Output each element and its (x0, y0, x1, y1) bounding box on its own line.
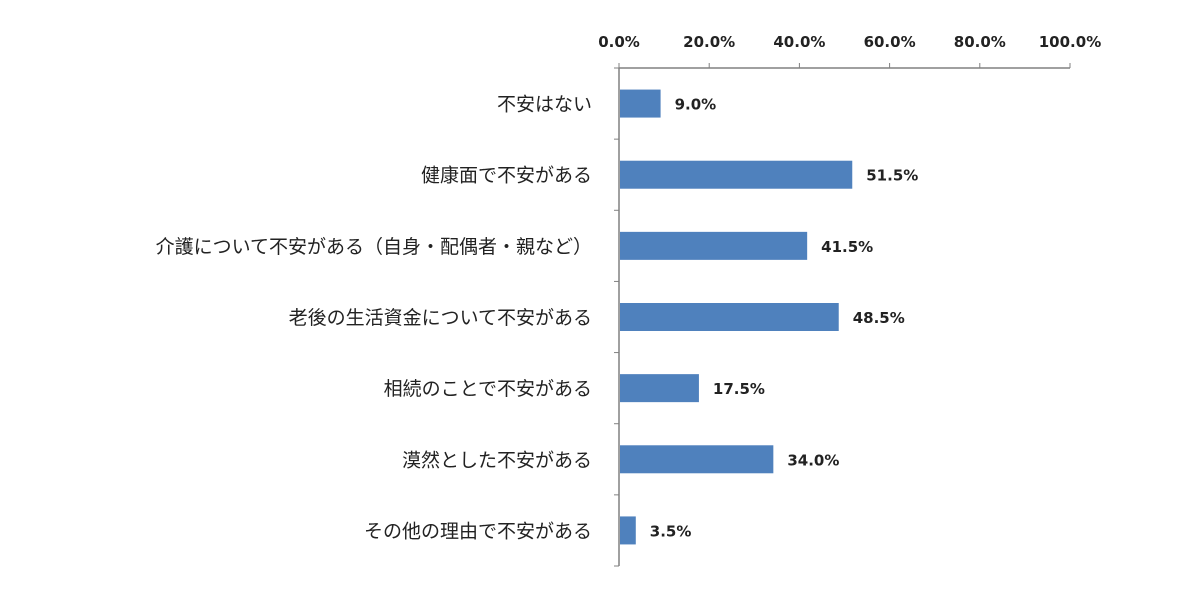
bar (620, 374, 699, 403)
y-axis (614, 67, 620, 567)
data-label: 41.5% (821, 238, 873, 256)
x-axis: 0.0% 20.0% 40.0% 60.0% 80.0% 100.0% (598, 33, 1101, 69)
data-label: 34.0% (787, 451, 839, 469)
x-tick-label: 20.0% (683, 33, 735, 51)
bar (620, 303, 839, 331)
category-label: 不安はない (497, 94, 592, 116)
data-label: 17.5% (713, 380, 765, 398)
data-label: 9.0% (675, 96, 717, 114)
bar (620, 160, 853, 189)
category-label: 健康面で不安がある (421, 165, 592, 187)
data-labels: 9.0% 51.5% 41.5% 48.5% 17.5% 34.0% 3.5% (650, 96, 919, 541)
category-label: その他の理由で不安がある (364, 520, 592, 542)
bar (620, 89, 661, 118)
data-label: 48.5% (853, 309, 905, 327)
x-tick-label: 60.0% (864, 33, 916, 51)
bar (620, 516, 636, 545)
bars (620, 89, 853, 545)
category-label: 老後の生活資金について不安がある (289, 307, 592, 329)
bar (620, 231, 808, 260)
bar (620, 445, 774, 474)
category-label: 相続のことで不安がある (384, 378, 592, 400)
x-tick-label: 0.0% (598, 33, 640, 51)
x-tick-label: 100.0% (1039, 33, 1101, 51)
data-label: 3.5% (650, 522, 692, 540)
category-label: 介護について不安がある（自身・配偶者・親など） (156, 236, 592, 258)
data-label: 51.5% (866, 167, 918, 185)
x-tick-label: 40.0% (773, 33, 825, 51)
category-label: 漠然とした不安がある (402, 449, 592, 471)
x-tick-label: 80.0% (954, 33, 1006, 51)
